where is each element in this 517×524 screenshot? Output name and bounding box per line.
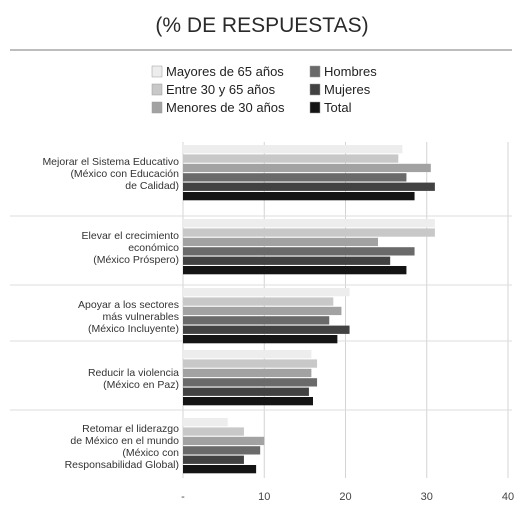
- legend-label: Hombres: [324, 64, 377, 79]
- x-axis-ticks: - 10 20 30 40: [181, 491, 514, 503]
- legend-label: Total: [324, 100, 352, 115]
- bar: [183, 182, 435, 191]
- category-label: Retomar el liderazgo: [82, 423, 179, 435]
- bar: [183, 378, 318, 387]
- bar: [183, 465, 257, 474]
- category-label: (México con Educación: [70, 168, 179, 180]
- bar: [183, 325, 350, 334]
- bar: [183, 237, 378, 247]
- category-label: (México en Paz): [103, 379, 179, 391]
- category-label: más vulnerables: [103, 311, 179, 323]
- bar: [183, 368, 312, 378]
- bar: [183, 192, 415, 201]
- bar: [183, 173, 407, 182]
- category-label: Reducir la violencia: [88, 367, 179, 379]
- bar: [183, 335, 338, 344]
- legend-label: Entre 30 y 65 años: [166, 82, 276, 97]
- legend-label: Mujeres: [324, 82, 371, 97]
- bar: [183, 163, 431, 173]
- x-tick-label: 40: [502, 491, 514, 503]
- category-label: Responsabilidad Global): [65, 459, 179, 471]
- bars: [183, 145, 435, 474]
- legend-swatch: [151, 101, 163, 114]
- category-label: de Calidad): [125, 180, 179, 192]
- legend-swatch: [151, 83, 163, 96]
- bar: [183, 316, 330, 325]
- bar: [183, 228, 435, 237]
- category-label: (México Próspero): [93, 254, 179, 266]
- bar: [183, 306, 342, 316]
- chart-title: (% DE RESPUESTAS): [155, 14, 368, 37]
- bar: [183, 446, 261, 455]
- bar: [183, 297, 334, 306]
- bar: [183, 350, 312, 359]
- bar: [183, 219, 435, 228]
- bar: [183, 154, 399, 163]
- legend-swatch: [151, 65, 163, 78]
- bar: [183, 256, 391, 265]
- x-tick-label: -: [181, 491, 185, 503]
- bar: [183, 145, 403, 154]
- category-label: Elevar el crecimiento: [82, 230, 180, 242]
- category-labels: Mejorar el Sistema Educativo(México con …: [42, 156, 179, 471]
- legend-swatch: [309, 65, 321, 78]
- legend-label: Menores de 30 años: [166, 100, 285, 115]
- bar: [183, 247, 415, 256]
- x-tick-label: 10: [258, 491, 270, 503]
- bar: [183, 288, 350, 297]
- legend-swatch: [309, 101, 321, 114]
- category-label: (México con: [122, 447, 179, 459]
- bar: [183, 387, 309, 396]
- legend: Mayores de 65 años Hombres Entre 30 y 65 a…: [151, 64, 377, 115]
- legend-label: Mayores de 65 años: [166, 64, 284, 79]
- bar: [183, 436, 265, 446]
- bar: [183, 455, 244, 464]
- legend-swatch: [309, 83, 321, 96]
- bar: [183, 418, 228, 427]
- category-label: de México en el mundo: [70, 435, 179, 447]
- bar: [183, 266, 407, 275]
- category-label: económico: [128, 242, 179, 254]
- bar: [183, 359, 318, 368]
- category-label: (México Incluyente): [88, 323, 179, 335]
- bar: [183, 397, 313, 406]
- category-label: Apoyar a los sectores: [78, 299, 179, 311]
- x-tick-label: 30: [421, 491, 433, 503]
- bar: [183, 427, 244, 436]
- category-label: Mejorar el Sistema Educativo: [42, 156, 179, 168]
- x-tick-label: 20: [339, 491, 351, 503]
